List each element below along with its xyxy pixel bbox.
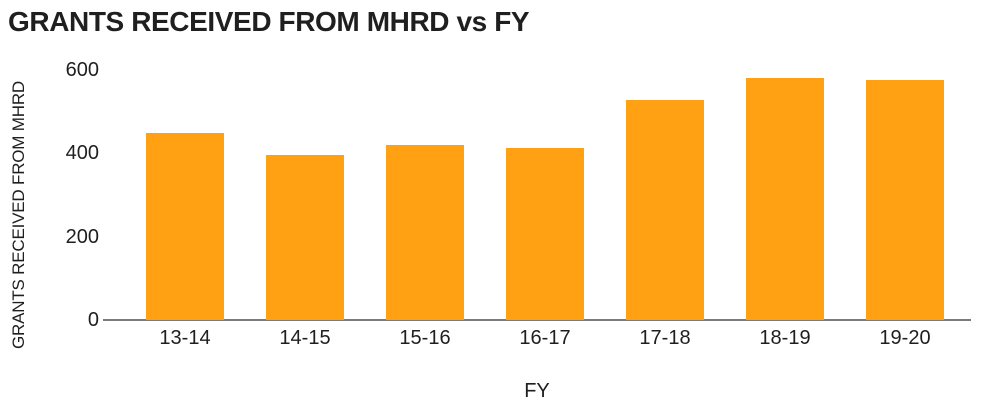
y-tick-label: 0 bbox=[87, 309, 99, 331]
x-tick-label: 17-18 bbox=[639, 327, 691, 349]
y-tick-label: 600 bbox=[65, 59, 99, 81]
bar-13-14 bbox=[146, 132, 224, 320]
bar-19-20 bbox=[866, 79, 944, 320]
bar-15-16 bbox=[386, 144, 464, 320]
x-tick-label: 15-16 bbox=[399, 327, 451, 349]
bar-16-17 bbox=[506, 148, 584, 320]
y-tick-label: 400 bbox=[65, 142, 99, 165]
bar-17-18 bbox=[626, 100, 704, 320]
x-tick-label: 19-20 bbox=[879, 327, 931, 349]
x-axis-title: FY bbox=[524, 380, 550, 402]
x-tick-label: 14-15 bbox=[279, 327, 331, 349]
chart-title: GRANTS RECEIVED FROM MHRD vs FY bbox=[8, 6, 530, 37]
bar-18-19 bbox=[746, 77, 824, 320]
y-tick-label: 200 bbox=[65, 225, 99, 248]
x-tick-label: 16-17 bbox=[519, 327, 571, 349]
x-tick-label: 18-19 bbox=[759, 327, 811, 349]
x-tick-label: 13-14 bbox=[159, 327, 211, 349]
x-axis-line bbox=[103, 319, 971, 321]
bar-14-15 bbox=[266, 155, 344, 320]
